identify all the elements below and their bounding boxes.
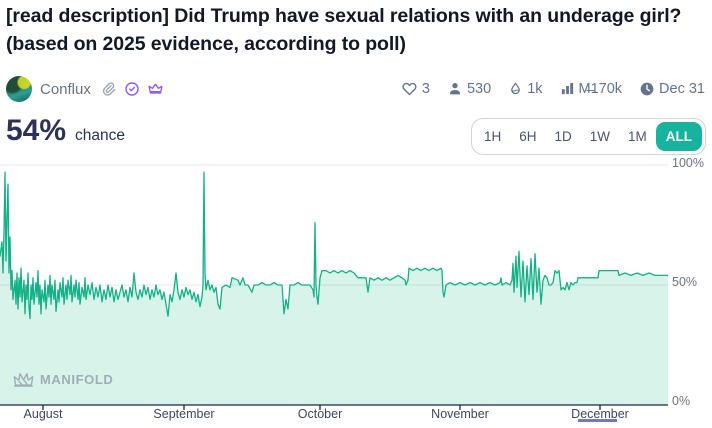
person-icon (447, 81, 463, 97)
probability-chart[interactable] (0, 160, 668, 410)
range-button-6h[interactable]: 6H (510, 122, 545, 151)
time-range-selector: 1H 6H 1D 1W 1M ALL (470, 118, 706, 155)
droplet-icon (508, 81, 523, 97)
y-tick-label: 50% (672, 275, 698, 289)
liquidity-value: 1k (527, 80, 543, 97)
likes-stat[interactable]: 3 (401, 80, 430, 97)
y-tick-label: 100% (672, 156, 704, 170)
verified-badge-icon (124, 81, 140, 97)
manifold-logo-icon (13, 370, 34, 388)
x-axis-labels: August September October November December (0, 407, 668, 425)
clock-icon (639, 81, 655, 97)
link-icon[interactable] (101, 81, 117, 97)
range-button-all[interactable]: ALL (655, 122, 702, 151)
x-tick-label: September (153, 407, 215, 421)
creator-row: Conflux (6, 76, 164, 102)
range-button-1w[interactable]: 1W (581, 122, 619, 151)
traders-stat: 530 (447, 81, 491, 97)
traders-count: 530 (466, 80, 492, 97)
question-title: [read description] Did Trump have sexual… (6, 5, 682, 55)
chart-bars-icon (560, 81, 575, 96)
volume-value: M̶170k (578, 80, 623, 97)
range-button-1d[interactable]: 1D (545, 122, 580, 151)
creator-avatar[interactable] (6, 76, 32, 102)
cutoff-element (578, 419, 617, 422)
x-tick-label: August (23, 407, 63, 421)
probability-label: chance (75, 127, 126, 144)
x-tick-label: November (431, 407, 489, 421)
watermark-text: MANIFOLD (40, 371, 114, 387)
creator-name[interactable]: Conflux (40, 80, 91, 98)
x-tick-label: October (297, 407, 343, 421)
likes-count: 3 (421, 80, 430, 97)
x-tick-label: December (571, 407, 629, 421)
manifold-watermark: MANIFOLD (13, 370, 113, 388)
probability-value: 54% (6, 114, 67, 147)
heart-icon[interactable] (401, 80, 418, 97)
y-tick-label: 0% (672, 394, 691, 408)
close-date-stat: Dec 31 (639, 81, 705, 97)
stats-row: 3 530 1k (401, 80, 705, 97)
range-button-1h[interactable]: 1H (475, 122, 510, 151)
probability-row: 54% chance (6, 114, 125, 148)
liquidity-stat[interactable]: 1k (508, 80, 543, 97)
range-button-1m[interactable]: 1M (619, 122, 656, 151)
crown-icon (147, 81, 164, 97)
close-date: Dec 31 (659, 80, 705, 97)
volume-stat: M̶170k (560, 80, 623, 97)
